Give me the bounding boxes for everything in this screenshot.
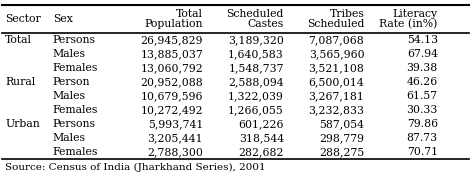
Text: 282,682: 282,682 <box>238 147 284 157</box>
Text: Females: Females <box>53 147 98 157</box>
Text: Males: Males <box>53 91 86 101</box>
Text: Population: Population <box>145 19 203 29</box>
Text: 318,544: 318,544 <box>238 133 284 143</box>
Text: Males: Males <box>53 49 86 59</box>
Text: Rural: Rural <box>5 77 36 87</box>
Text: 587,054: 587,054 <box>319 119 365 129</box>
Text: 3,205,441: 3,205,441 <box>147 133 203 143</box>
Text: Urban: Urban <box>5 119 40 129</box>
Text: Sex: Sex <box>53 14 73 24</box>
Text: 87.73: 87.73 <box>407 133 438 143</box>
Text: 70.71: 70.71 <box>407 147 438 157</box>
Text: 1,266,055: 1,266,055 <box>228 105 284 115</box>
Text: 54.13: 54.13 <box>407 35 438 45</box>
Text: 20,952,088: 20,952,088 <box>140 77 203 87</box>
Text: Persons: Persons <box>53 35 96 45</box>
Text: 5,993,741: 5,993,741 <box>148 119 203 129</box>
Text: 79.86: 79.86 <box>407 119 438 129</box>
Text: 61.57: 61.57 <box>407 91 438 101</box>
Text: Tribes: Tribes <box>329 9 365 19</box>
Text: 7,087,068: 7,087,068 <box>309 35 365 45</box>
Text: 298,779: 298,779 <box>319 133 365 143</box>
Text: Total: Total <box>176 9 203 19</box>
Text: Literacy: Literacy <box>392 9 438 19</box>
Text: 6,500,014: 6,500,014 <box>309 77 365 87</box>
Text: 26,945,829: 26,945,829 <box>141 35 203 45</box>
Text: 2,588,094: 2,588,094 <box>228 77 284 87</box>
Text: Total: Total <box>5 35 32 45</box>
Text: 10,272,492: 10,272,492 <box>141 105 203 115</box>
Text: Females: Females <box>53 105 98 115</box>
Text: 10,679,596: 10,679,596 <box>141 91 203 101</box>
Text: Males: Males <box>53 133 86 143</box>
Text: Scheduled: Scheduled <box>227 9 284 19</box>
Text: 1,322,039: 1,322,039 <box>228 91 284 101</box>
Text: 1,640,583: 1,640,583 <box>228 49 284 59</box>
Text: 2,788,300: 2,788,300 <box>147 147 203 157</box>
Text: 30.33: 30.33 <box>406 105 438 115</box>
Text: Rate (in%): Rate (in%) <box>380 19 438 29</box>
Text: 46.26: 46.26 <box>407 77 438 87</box>
Text: Source: Census of India (Jharkhand Series), 2001: Source: Census of India (Jharkhand Serie… <box>5 163 266 172</box>
Text: 13,060,792: 13,060,792 <box>140 63 203 73</box>
Text: 39.38: 39.38 <box>407 63 438 73</box>
Text: Scheduled: Scheduled <box>307 19 365 29</box>
Text: 3,189,320: 3,189,320 <box>228 35 284 45</box>
Text: Persons: Persons <box>53 119 96 129</box>
Text: 288,275: 288,275 <box>319 147 365 157</box>
Text: Castes: Castes <box>247 19 284 29</box>
Text: 3,267,181: 3,267,181 <box>309 91 365 101</box>
Text: 3,565,960: 3,565,960 <box>309 49 365 59</box>
Text: 13,885,037: 13,885,037 <box>140 49 203 59</box>
Text: 3,232,833: 3,232,833 <box>309 105 365 115</box>
Text: Females: Females <box>53 63 98 73</box>
Text: 67.94: 67.94 <box>407 49 438 59</box>
Text: 601,226: 601,226 <box>238 119 284 129</box>
Text: Sector: Sector <box>5 14 41 24</box>
Text: Person: Person <box>53 77 90 87</box>
Text: 1,548,737: 1,548,737 <box>228 63 284 73</box>
Text: 3,521,108: 3,521,108 <box>309 63 365 73</box>
